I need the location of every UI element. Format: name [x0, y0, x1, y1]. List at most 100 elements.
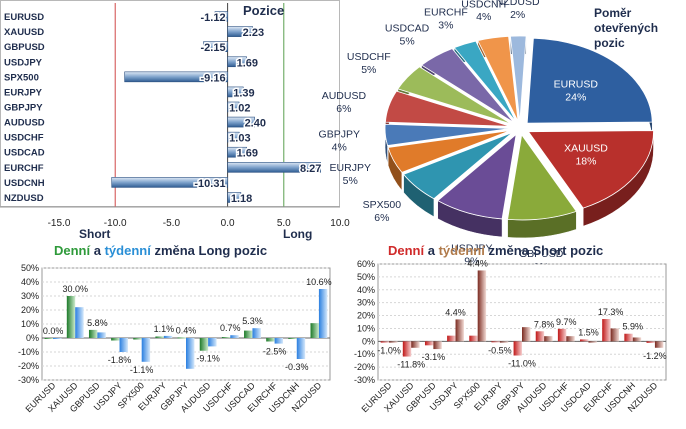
title-part: a — [424, 243, 438, 258]
value-label: -2.15 — [201, 42, 226, 54]
daily-bar — [66, 296, 76, 338]
value-label: 1.69 — [237, 57, 258, 69]
y-tick-label: 10% — [21, 319, 39, 329]
weekly-bar — [141, 338, 151, 362]
weekly-bar — [186, 338, 195, 369]
pie-percent: 4% — [332, 141, 347, 153]
value-label: -3.1% — [422, 352, 446, 362]
y-tick-label: -10% — [354, 349, 375, 359]
weekly-bar — [75, 307, 84, 338]
pie-label: USDCAD — [385, 23, 430, 35]
title-part: a — [90, 243, 104, 258]
category-label: GBPUSD — [4, 42, 45, 53]
weekly-bar — [654, 341, 664, 348]
value-label: -9.16 — [201, 72, 226, 84]
weekly-bar — [632, 337, 642, 342]
daily-bar — [491, 341, 500, 343]
value-label: 0.7% — [220, 323, 241, 333]
pie-label: EURCHF — [424, 7, 468, 19]
weekly-bar — [588, 341, 597, 343]
daily-bar — [44, 338, 54, 339]
value-label: 0.4% — [176, 325, 197, 335]
title-part: týdenní — [439, 243, 486, 258]
daily-bar — [177, 337, 186, 339]
pie-slice — [477, 35, 519, 122]
weekly-bar — [433, 341, 442, 350]
weekly-bar — [119, 338, 128, 352]
weekly-bar — [252, 328, 261, 338]
pie-slice — [453, 40, 517, 122]
value-label: 1.1% — [154, 324, 175, 334]
weekly-bar — [53, 338, 62, 339]
category-label: GBPJPY — [4, 103, 43, 114]
pie-slice — [526, 37, 653, 124]
weekly-bar — [274, 338, 284, 344]
y-tick-label: -30% — [354, 375, 375, 385]
position-bar — [227, 162, 321, 173]
chart-title: Denní a týdenní změna Long pozic — [54, 243, 267, 258]
pie-label: USDCNH — [461, 0, 506, 10]
daily-bar — [402, 341, 412, 357]
position-bar — [214, 11, 228, 22]
category-label: USDJPY — [4, 57, 43, 68]
value-label: 5.9% — [623, 322, 644, 332]
position-bar — [227, 26, 253, 37]
daily-bar — [624, 333, 633, 342]
position-bar — [227, 131, 240, 143]
pie-title-line1: Poměr — [594, 6, 632, 20]
pie-percent: 24% — [565, 91, 586, 103]
category-label: EURUSD — [4, 12, 44, 23]
pie-label: GBPJPY — [319, 128, 360, 140]
pie-title-line3: pozic — [594, 36, 625, 50]
value-label: 0.0% — [43, 326, 64, 336]
category-label: XAUUSD — [4, 27, 44, 38]
value-label: 17.3% — [598, 307, 624, 317]
weekly-bar — [566, 336, 575, 342]
y-tick-label: -10% — [18, 347, 39, 357]
pie-slice — [420, 48, 515, 123]
position-bar — [227, 146, 247, 158]
value-label: 5.3% — [242, 316, 263, 326]
chart-title: Denní a týdenní změna Short pozic — [388, 243, 603, 258]
x-tick-label: -15.0 — [48, 218, 71, 229]
y-tick-label: 60% — [357, 259, 375, 269]
value-label: 1.39 — [233, 87, 254, 99]
value-label: 1.69 — [237, 148, 258, 160]
weekly-bar — [208, 338, 217, 347]
value-label: -2.5% — [263, 347, 287, 357]
pie-slice — [402, 132, 513, 200]
weekly-bar — [97, 332, 106, 338]
daily-bar — [111, 338, 120, 341]
pie-percent: 18% — [575, 156, 596, 168]
y-tick-label: -20% — [354, 362, 375, 372]
pie-slice — [527, 130, 654, 209]
daily-bar — [380, 341, 390, 343]
y-tick-label: 50% — [357, 272, 375, 282]
position-bar — [227, 116, 255, 128]
position-bar — [124, 71, 228, 83]
x-tick-label: 5.0 — [277, 218, 291, 229]
category-label: NZDUSD — [4, 193, 44, 204]
daily-bar — [447, 335, 456, 342]
pie-slice — [384, 123, 511, 146]
y-tick-label: 30% — [21, 291, 39, 301]
x-tick-label: 0.0 — [221, 218, 235, 229]
title-part: změna Long pozic — [151, 243, 267, 258]
category-label: SPX500 — [4, 72, 39, 83]
daily-bar — [221, 337, 231, 339]
x-tick-label: -5.0 — [163, 218, 181, 229]
value-label: 1.02 — [229, 103, 250, 115]
short-annotation: Short — [79, 227, 110, 241]
category-label: EURJPY — [4, 87, 43, 98]
daily-bar — [602, 319, 611, 342]
y-tick-label: 20% — [21, 305, 39, 315]
y-tick-label: -20% — [18, 361, 39, 371]
pie-slice — [387, 130, 511, 173]
value-label: -9.1% — [196, 354, 220, 364]
value-label: 2.23 — [243, 27, 264, 39]
daily-bar — [580, 339, 589, 342]
position-bar — [227, 56, 247, 68]
daily-bar — [244, 330, 253, 338]
pie-slice — [437, 133, 517, 220]
value-label: -11.0% — [508, 359, 536, 369]
